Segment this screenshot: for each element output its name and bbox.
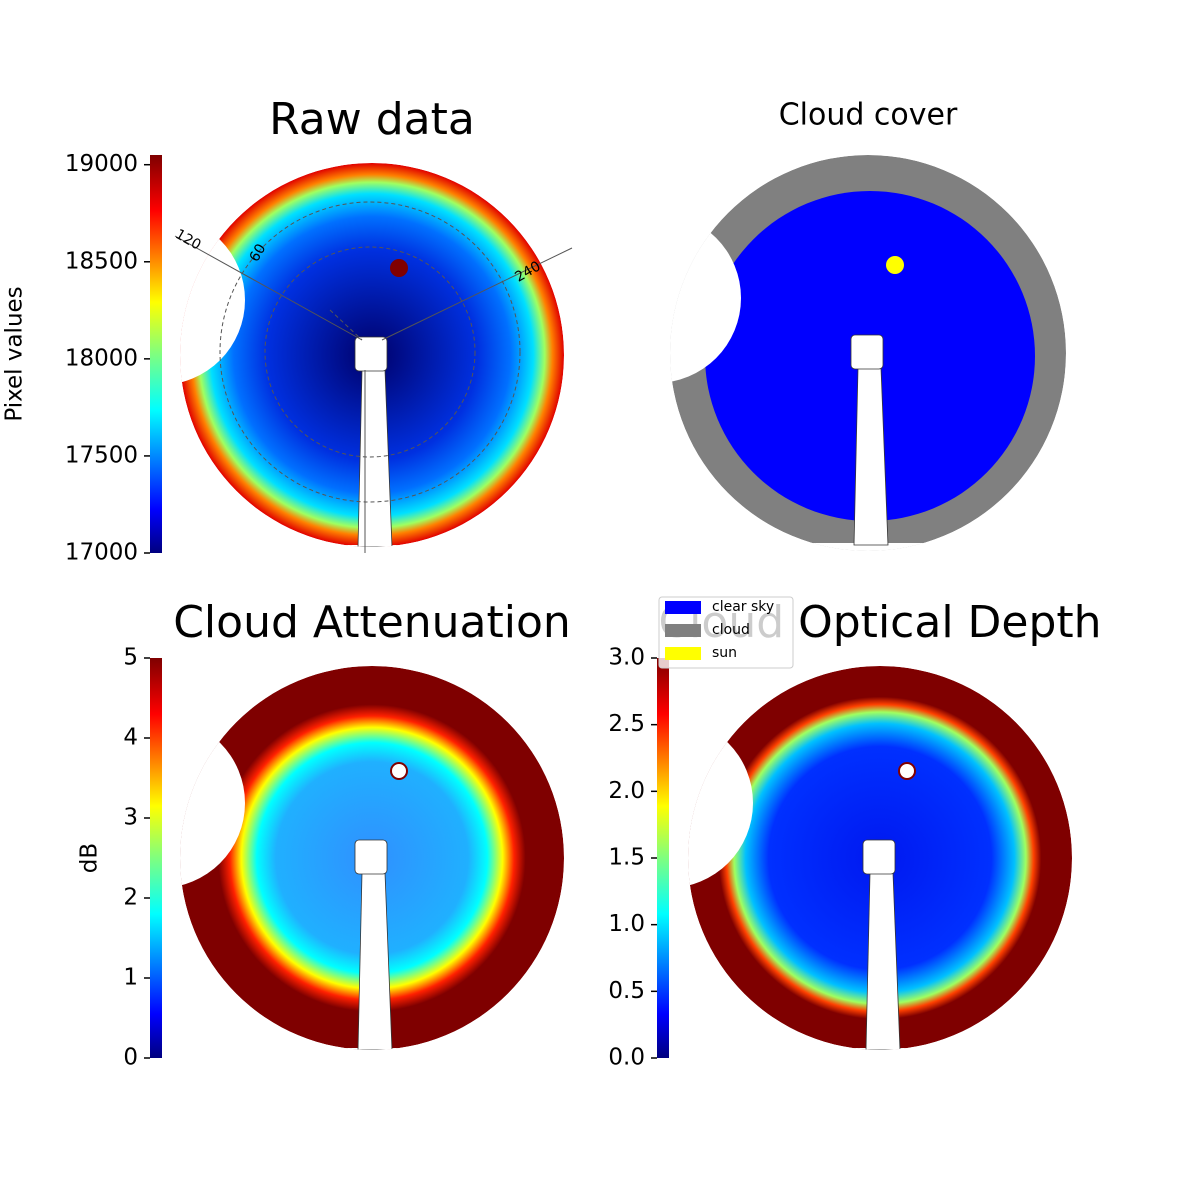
mask-camera — [850, 334, 884, 370]
colorbar-tick-label: 3.0 — [608, 645, 645, 671]
legend-swatch — [665, 647, 701, 660]
sky-image — [180, 666, 564, 1050]
sky-image — [670, 155, 1066, 551]
mask-camera — [354, 336, 388, 372]
colorbar-tick-label: 18000 — [65, 345, 138, 371]
legend-label: clear sky — [712, 599, 774, 615]
colorbar-tick-label: 2 — [123, 885, 138, 911]
colorbar-tick-label: 5 — [123, 645, 138, 671]
legend-swatch — [665, 624, 701, 637]
mask-bottom — [670, 543, 1066, 551]
azimuth-label: 60 — [247, 241, 270, 264]
polar-ring — [264, 246, 476, 458]
mask-camera — [354, 839, 388, 875]
colorbar-tick-label: 1 — [123, 965, 138, 991]
colorbar-label: dB — [77, 843, 103, 873]
colorbar — [150, 155, 162, 553]
panel-title: Cloud cover — [779, 98, 958, 133]
legend-swatch — [665, 601, 701, 614]
mask-bite — [670, 213, 741, 383]
colorbar-tick-label: 18500 — [65, 248, 138, 274]
polar-spoke — [329, 309, 363, 341]
colorbar-tick-label: 2.5 — [608, 711, 645, 737]
mask-bottom — [180, 1048, 564, 1050]
colorbar-tick-label: 0 — [123, 1045, 138, 1071]
colorbar-tick-label: 1.0 — [608, 911, 645, 937]
colorbar-tick-label: 3 — [123, 805, 138, 831]
mask-camera — [862, 839, 896, 875]
colorbar-tick-label: 17000 — [65, 540, 138, 566]
colorbar-tick-label: 19000 — [65, 151, 138, 177]
legend: clear sky cloud sun — [658, 596, 794, 669]
panel-title: Raw data — [269, 94, 475, 145]
polar-spoke — [381, 247, 573, 341]
colorbar-tick-label: 0.5 — [608, 978, 645, 1004]
sun-region — [886, 256, 904, 274]
sky-image — [688, 666, 1072, 1050]
colorbar — [657, 658, 669, 1058]
panel-title: Cloud Attenuation — [173, 597, 571, 648]
sun-spot — [390, 762, 408, 780]
polar-grid — [174, 201, 573, 553]
colorbar-tick-label: 4 — [123, 725, 138, 751]
colorbar-tick-label: 2.0 — [608, 778, 645, 804]
polar-spoke — [174, 235, 363, 341]
colorbar-tick-label: 0.0 — [608, 1045, 645, 1071]
legend-label: sun — [712, 645, 737, 661]
legend-label: cloud — [712, 622, 750, 638]
colorbar-tick-label: 17500 — [65, 442, 138, 468]
sun-spot — [898, 762, 916, 780]
colorbar-tick-label: 1.5 — [608, 845, 645, 871]
polar-ring — [219, 201, 521, 503]
sky-image — [180, 163, 564, 547]
mask-bottom — [688, 1048, 1072, 1050]
mask-bottom — [180, 545, 564, 547]
sun-spot — [390, 259, 408, 277]
colorbar — [150, 658, 162, 1058]
colorbar-label: Pixel values — [2, 286, 28, 421]
